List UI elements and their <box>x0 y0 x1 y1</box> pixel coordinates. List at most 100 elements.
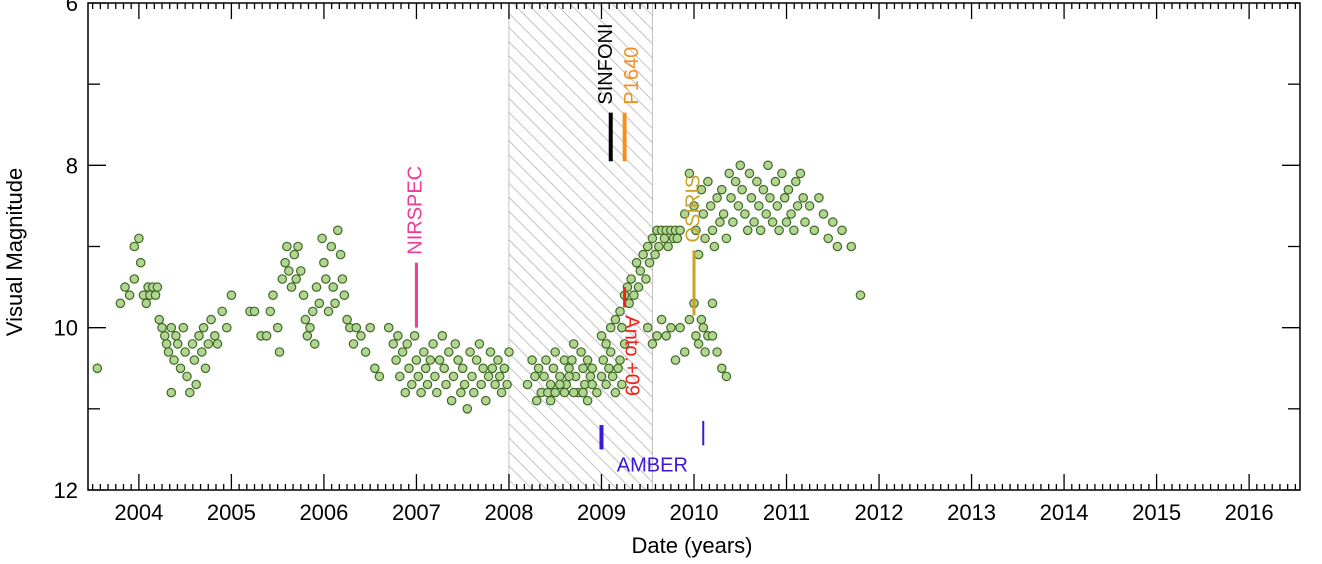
annotation-label: NIRSPEC <box>405 166 427 255</box>
data-point <box>320 274 331 284</box>
data-point <box>298 290 309 300</box>
data-point <box>411 355 422 365</box>
data-point <box>409 330 420 341</box>
data-point <box>767 217 778 227</box>
data-point <box>659 233 670 244</box>
data-point <box>814 193 824 203</box>
data-point <box>744 168 755 179</box>
data-point <box>818 209 829 219</box>
plot-frame <box>87 2 1301 491</box>
data-point <box>592 387 602 398</box>
data-point <box>157 322 167 333</box>
data-point <box>539 371 549 382</box>
data-point <box>189 355 200 365</box>
y-tick-label: 8 <box>66 153 78 178</box>
data-point <box>781 217 792 227</box>
data-point <box>837 225 847 236</box>
data-point <box>374 371 385 382</box>
data-point <box>226 290 237 300</box>
data-point <box>641 274 651 284</box>
data-point <box>200 363 211 374</box>
data-point <box>206 314 216 325</box>
data-point <box>693 249 704 260</box>
data-point <box>550 387 560 398</box>
data-point <box>154 314 164 325</box>
data-point <box>633 282 644 292</box>
data-point <box>707 298 718 309</box>
data-point <box>311 282 322 292</box>
data-point <box>443 347 454 357</box>
data-point <box>661 330 671 341</box>
data-point <box>332 225 343 236</box>
data-point <box>171 330 181 341</box>
data-point <box>712 347 722 357</box>
data-point <box>496 387 507 398</box>
data-point <box>351 322 362 333</box>
x-tick-label: 2016 <box>1225 500 1274 525</box>
data-point <box>420 363 431 374</box>
data-point <box>783 184 794 195</box>
data-point <box>761 209 771 219</box>
annotation-amber: AMBER <box>599 421 705 476</box>
x-tick-label: 2005 <box>207 500 256 525</box>
data-point <box>480 395 491 406</box>
data-point <box>656 314 667 325</box>
data-point <box>169 355 179 365</box>
data-point <box>855 290 866 300</box>
data-point <box>416 387 426 398</box>
shaded-region <box>508 2 653 491</box>
data-point <box>832 241 843 252</box>
data-point <box>272 322 283 333</box>
data-point <box>652 330 662 341</box>
data-point <box>222 322 232 333</box>
data-point <box>550 347 560 357</box>
data-point <box>730 176 741 187</box>
data-point <box>598 355 609 365</box>
data-point <box>696 184 707 195</box>
data-point <box>483 371 494 382</box>
data-point <box>752 176 762 187</box>
data-point <box>587 363 597 374</box>
data-point <box>746 193 757 203</box>
data-point <box>129 274 140 284</box>
data-point <box>178 322 189 333</box>
data-point <box>705 201 716 211</box>
data-point <box>684 168 695 179</box>
data-point <box>653 241 664 252</box>
data-point <box>691 225 701 236</box>
data-point <box>418 347 429 357</box>
data-point <box>554 371 565 382</box>
data-point <box>763 160 773 171</box>
data-point <box>554 379 565 390</box>
data-point <box>397 347 408 357</box>
data-point <box>203 339 214 349</box>
data-point <box>777 168 787 179</box>
data-point <box>499 363 510 374</box>
data-point <box>765 193 775 203</box>
data-point <box>846 241 857 252</box>
data-point <box>709 241 720 252</box>
data-point <box>666 322 676 333</box>
data-point <box>314 298 325 309</box>
data-point <box>753 201 764 211</box>
data-point <box>642 241 653 252</box>
annotation-label: SINFONI <box>595 23 617 104</box>
data-point <box>663 241 673 252</box>
y-tick-label: 10 <box>54 316 78 341</box>
data-point <box>696 314 707 325</box>
data-point <box>670 355 681 365</box>
data-point <box>430 371 440 382</box>
data-point <box>545 379 556 390</box>
data-point <box>755 225 766 236</box>
x-tick-label: 2013 <box>947 500 996 525</box>
data-point <box>721 233 732 244</box>
data-point <box>319 257 329 268</box>
data-point <box>795 168 806 179</box>
data-point <box>305 322 315 333</box>
data-point <box>249 306 260 317</box>
data-point <box>605 322 616 333</box>
data-point <box>804 201 815 211</box>
data-point <box>476 379 486 390</box>
data-point <box>798 193 808 203</box>
data-point <box>339 290 350 300</box>
